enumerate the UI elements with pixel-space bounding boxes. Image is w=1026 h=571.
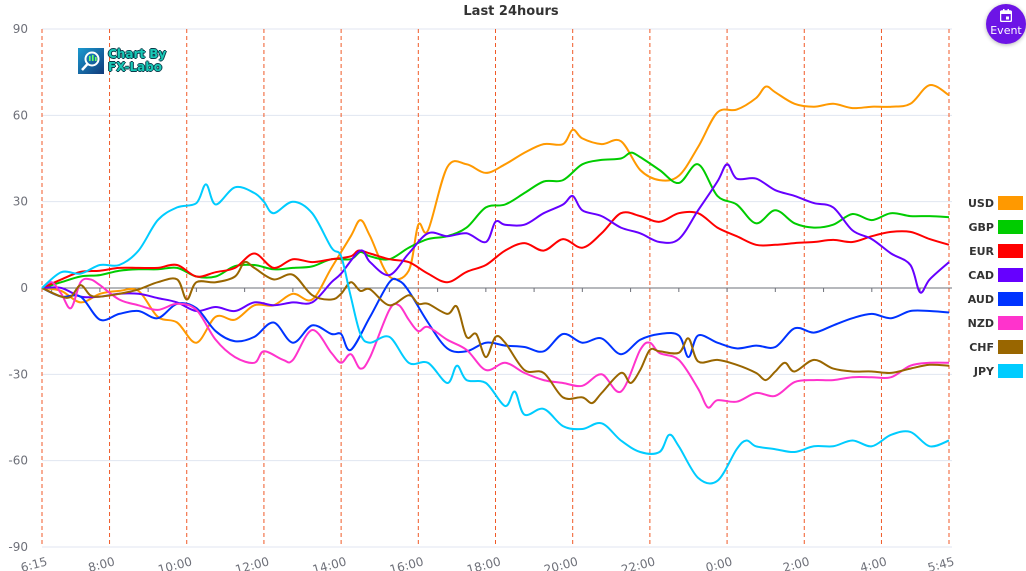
series-lines bbox=[41, 84, 950, 485]
series-line-nzd bbox=[41, 277, 950, 409]
legend-swatch-jpy[interactable] bbox=[998, 364, 1023, 378]
legend: USD GBP EUR CAD AUD NZD CHF JPY bbox=[968, 196, 1023, 378]
legend-swatch-nzd[interactable] bbox=[998, 316, 1023, 330]
legend-swatch-cad[interactable] bbox=[998, 268, 1023, 282]
x-tick-label: 18:00 bbox=[465, 554, 502, 571]
legend-label-jpy[interactable]: JPY bbox=[973, 365, 995, 378]
y-axis: 90 60 30 0 -30 -60 -90 bbox=[8, 22, 28, 554]
x-tick-label: 12:00 bbox=[234, 554, 271, 571]
x-tick-label: 10:00 bbox=[156, 554, 193, 571]
series-line-chf bbox=[41, 260, 950, 405]
series-line-eur bbox=[41, 210, 950, 289]
series-line-jpy bbox=[41, 183, 950, 485]
logo-line-2: FX-Labo bbox=[108, 60, 163, 74]
series-line-cad bbox=[41, 163, 950, 313]
legend-swatch-aud[interactable] bbox=[998, 292, 1023, 306]
x-tick-label: 14:00 bbox=[311, 554, 348, 571]
legend-label-aud[interactable]: AUD bbox=[968, 293, 994, 306]
x-axis: 6:15 8:00 10:00 12:00 14:00 16:00 18:00 20:00 22… bbox=[19, 287, 956, 571]
series-line-usd bbox=[41, 84, 950, 344]
x-tick-label: 0:00 bbox=[704, 554, 734, 571]
x-tick-label: 20:00 bbox=[542, 554, 579, 571]
fx-labo-logo: Chart By FX-Labo bbox=[78, 46, 166, 76]
legend-label-cad[interactable]: CAD bbox=[968, 269, 994, 282]
y-tick-label: -30 bbox=[8, 367, 28, 381]
x-tick-label: 4:00 bbox=[859, 554, 889, 571]
x-tick-label: 16:00 bbox=[388, 554, 425, 571]
y-tick-label: 60 bbox=[13, 108, 28, 122]
legend-label-eur[interactable]: EUR bbox=[969, 245, 994, 258]
y-tick-label: 90 bbox=[13, 22, 28, 36]
logo-line-1: Chart By bbox=[108, 47, 167, 61]
x-tick-label: 5:45 bbox=[926, 554, 956, 571]
legend-swatch-chf[interactable] bbox=[998, 340, 1023, 354]
x-tick-label: 8:00 bbox=[87, 554, 117, 571]
calendar-icon bbox=[1000, 9, 1012, 22]
legend-swatch-gbp[interactable] bbox=[998, 220, 1023, 234]
series-line-aud bbox=[41, 277, 950, 359]
event-button[interactable]: Event bbox=[986, 4, 1026, 44]
y-tick-label: -60 bbox=[8, 454, 28, 468]
magnifier-chart-icon bbox=[78, 48, 104, 74]
x-tick-label: 22:00 bbox=[620, 554, 657, 571]
x-tick-label: 6:15 bbox=[19, 554, 49, 571]
legend-label-usd[interactable]: USD bbox=[968, 197, 994, 210]
legend-label-nzd[interactable]: NZD bbox=[968, 317, 994, 330]
event-label: Event bbox=[990, 24, 1022, 37]
y-tick-label: -90 bbox=[8, 540, 28, 554]
chart-title: Last 24hours bbox=[463, 4, 558, 19]
y-tick-label: 0 bbox=[20, 281, 28, 295]
x-tick-label: 2:00 bbox=[781, 554, 811, 571]
legend-label-gbp[interactable]: GBP bbox=[969, 221, 994, 234]
legend-label-chf[interactable]: CHF bbox=[969, 341, 994, 354]
y-tick-label: 30 bbox=[13, 195, 28, 209]
legend-swatch-usd[interactable] bbox=[998, 196, 1023, 210]
legend-swatch-eur[interactable] bbox=[998, 244, 1023, 258]
